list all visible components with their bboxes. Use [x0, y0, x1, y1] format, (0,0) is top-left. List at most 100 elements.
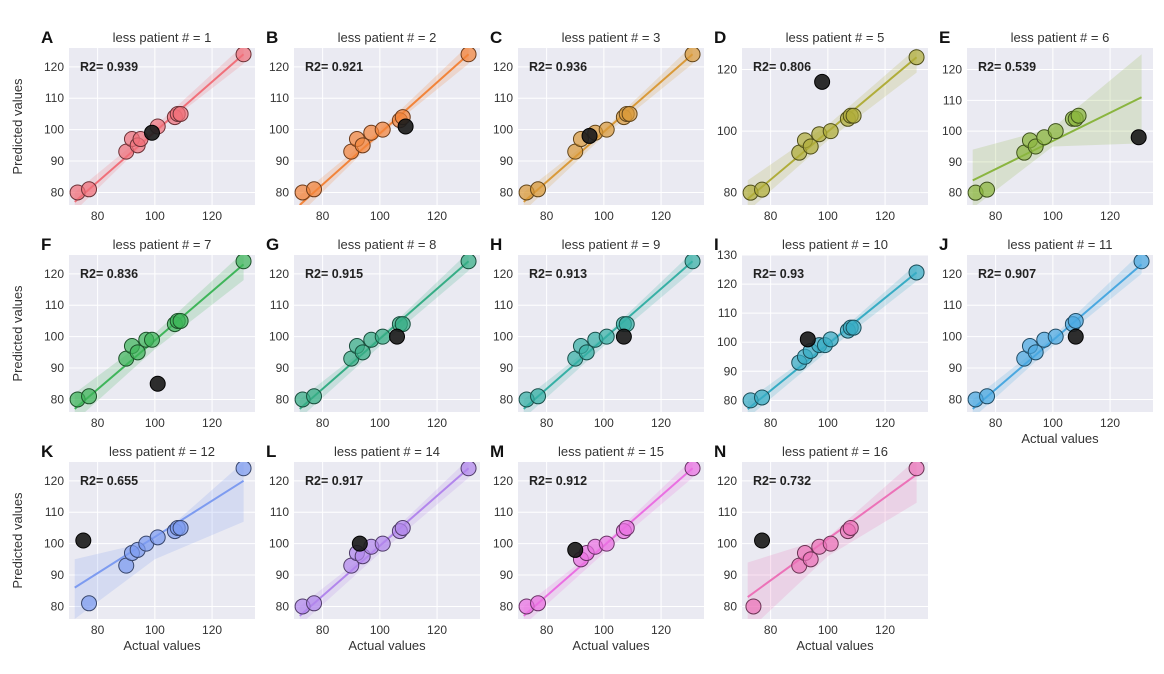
panel-title: less patient # = 15 [558, 444, 664, 459]
held-out-point [581, 127, 598, 144]
data-point [598, 328, 615, 345]
y-tick-label: 80 [276, 599, 290, 613]
data-point [354, 137, 371, 154]
y-tick-label: 120 [44, 60, 64, 74]
y-tick-label: 80 [500, 599, 514, 613]
data-point [149, 529, 166, 546]
panel-n: 80 100 120 80 90 100 110 120 less patient # = 16… [714, 442, 928, 653]
data-point [845, 319, 862, 336]
panel-j: 80 100 120 80 90 100 110 120 less patient # = 11… [939, 235, 1153, 446]
y-tick-label: 110 [270, 505, 289, 519]
r2-label: R2= 0.921 [305, 60, 363, 74]
y-tick-label: 90 [500, 154, 514, 168]
held-out-point [1130, 129, 1147, 146]
data-point [754, 389, 771, 406]
x-tick-label: 80 [989, 209, 1003, 223]
y-tick-label: 100 [493, 537, 513, 551]
x-tick-label: 120 [651, 623, 671, 637]
y-tick-label: 120 [942, 63, 962, 77]
x-tick-label: 100 [370, 623, 390, 637]
held-out-point [814, 73, 831, 90]
x-tick-label: 80 [540, 623, 554, 637]
data-point [129, 344, 146, 361]
x-tick-label: 80 [91, 209, 105, 223]
x-tick-label: 80 [540, 416, 554, 430]
held-out-point [149, 375, 166, 392]
data-point [1070, 107, 1087, 124]
r2-label: R2= 0.915 [305, 267, 363, 281]
data-point [235, 462, 252, 477]
panel-title: less patient # = 3 [562, 30, 661, 45]
panel-g: 80 100 120 80 90 100 110 120 less patient # = 8 G… [266, 235, 480, 430]
x-tick-label: 80 [764, 209, 778, 223]
panel-d: 80 100 120 80 100 120 less patient # = 5 D R2= 0… [714, 28, 928, 223]
y-tick-label: 90 [276, 154, 290, 168]
y-tick-label: 80 [51, 392, 65, 406]
panel-title: less patient # = 9 [562, 237, 661, 252]
data-point [530, 595, 547, 612]
y-tick-label: 90 [51, 361, 65, 375]
x-tick-label: 120 [202, 623, 222, 637]
y-tick-label: 80 [51, 599, 65, 613]
y-tick-label: 90 [949, 361, 963, 375]
data-point [460, 255, 477, 270]
data-point [802, 551, 819, 568]
panel-letter: J [939, 235, 948, 254]
x-tick-label: 80 [91, 416, 105, 430]
x-tick-label: 100 [370, 416, 390, 430]
r2-label: R2= 0.836 [80, 267, 138, 281]
panel-letter: A [41, 28, 53, 47]
y-tick-label: 120 [44, 474, 64, 488]
panel-letter: B [266, 28, 278, 47]
y-tick-label: 100 [717, 335, 737, 349]
y-tick-label: 90 [724, 568, 738, 582]
panel-h: 80 100 120 80 90 100 110 120 less patient # = 9 H… [490, 235, 704, 430]
y-tick-label: 120 [717, 277, 737, 291]
data-point [845, 107, 862, 124]
r2-label: R2= 0.539 [978, 60, 1036, 74]
r2-label: R2= 0.936 [529, 60, 587, 74]
data-point [684, 462, 701, 477]
y-tick-label: 110 [45, 298, 64, 312]
y-tick-label: 120 [493, 60, 513, 74]
panel-letter: C [490, 28, 502, 47]
y-tick-label: 100 [269, 123, 289, 137]
y-tick-label: 100 [44, 123, 64, 137]
panel-title: less patient # = 16 [782, 444, 888, 459]
data-point [842, 519, 859, 536]
panel-title: less patient # = 1 [113, 30, 212, 45]
y-tick-label: 110 [270, 91, 289, 105]
y-tick-label: 100 [493, 123, 513, 137]
x-axis-label: Actual values [796, 638, 874, 653]
panel-e: 80 100 120 80 90 100 110 120 less patient # = 6 E… [939, 28, 1153, 223]
y-tick-label: 100 [269, 330, 289, 344]
x-tick-label: 120 [1100, 416, 1120, 430]
y-tick-label: 110 [718, 306, 737, 320]
y-tick-label: 80 [500, 392, 514, 406]
data-point [1047, 328, 1064, 345]
panel-title: less patient # = 6 [1011, 30, 1110, 45]
held-out-point [351, 535, 368, 552]
x-tick-label: 120 [427, 209, 447, 223]
y-axis-label: Predicted values [10, 78, 25, 175]
x-tick-label: 80 [989, 416, 1003, 430]
y-tick-label: 90 [276, 361, 290, 375]
y-tick-label: 120 [269, 474, 289, 488]
x-tick-label: 120 [1100, 209, 1120, 223]
y-tick-label: 100 [44, 537, 64, 551]
data-point [908, 49, 925, 66]
data-point [621, 105, 638, 122]
data-point [235, 255, 252, 270]
y-tick-label: 110 [943, 298, 962, 312]
data-point [908, 264, 925, 281]
y-tick-label: 120 [493, 474, 513, 488]
x-tick-label: 100 [1043, 416, 1063, 430]
panel-title: less patient # = 14 [334, 444, 440, 459]
y-tick-label: 120 [717, 474, 737, 488]
data-point [1133, 255, 1150, 270]
data-point [306, 388, 323, 405]
x-tick-label: 80 [764, 416, 778, 430]
x-tick-label: 120 [651, 416, 671, 430]
panel-letter: M [490, 442, 504, 461]
panel-title: less patient # = 11 [1008, 237, 1113, 252]
